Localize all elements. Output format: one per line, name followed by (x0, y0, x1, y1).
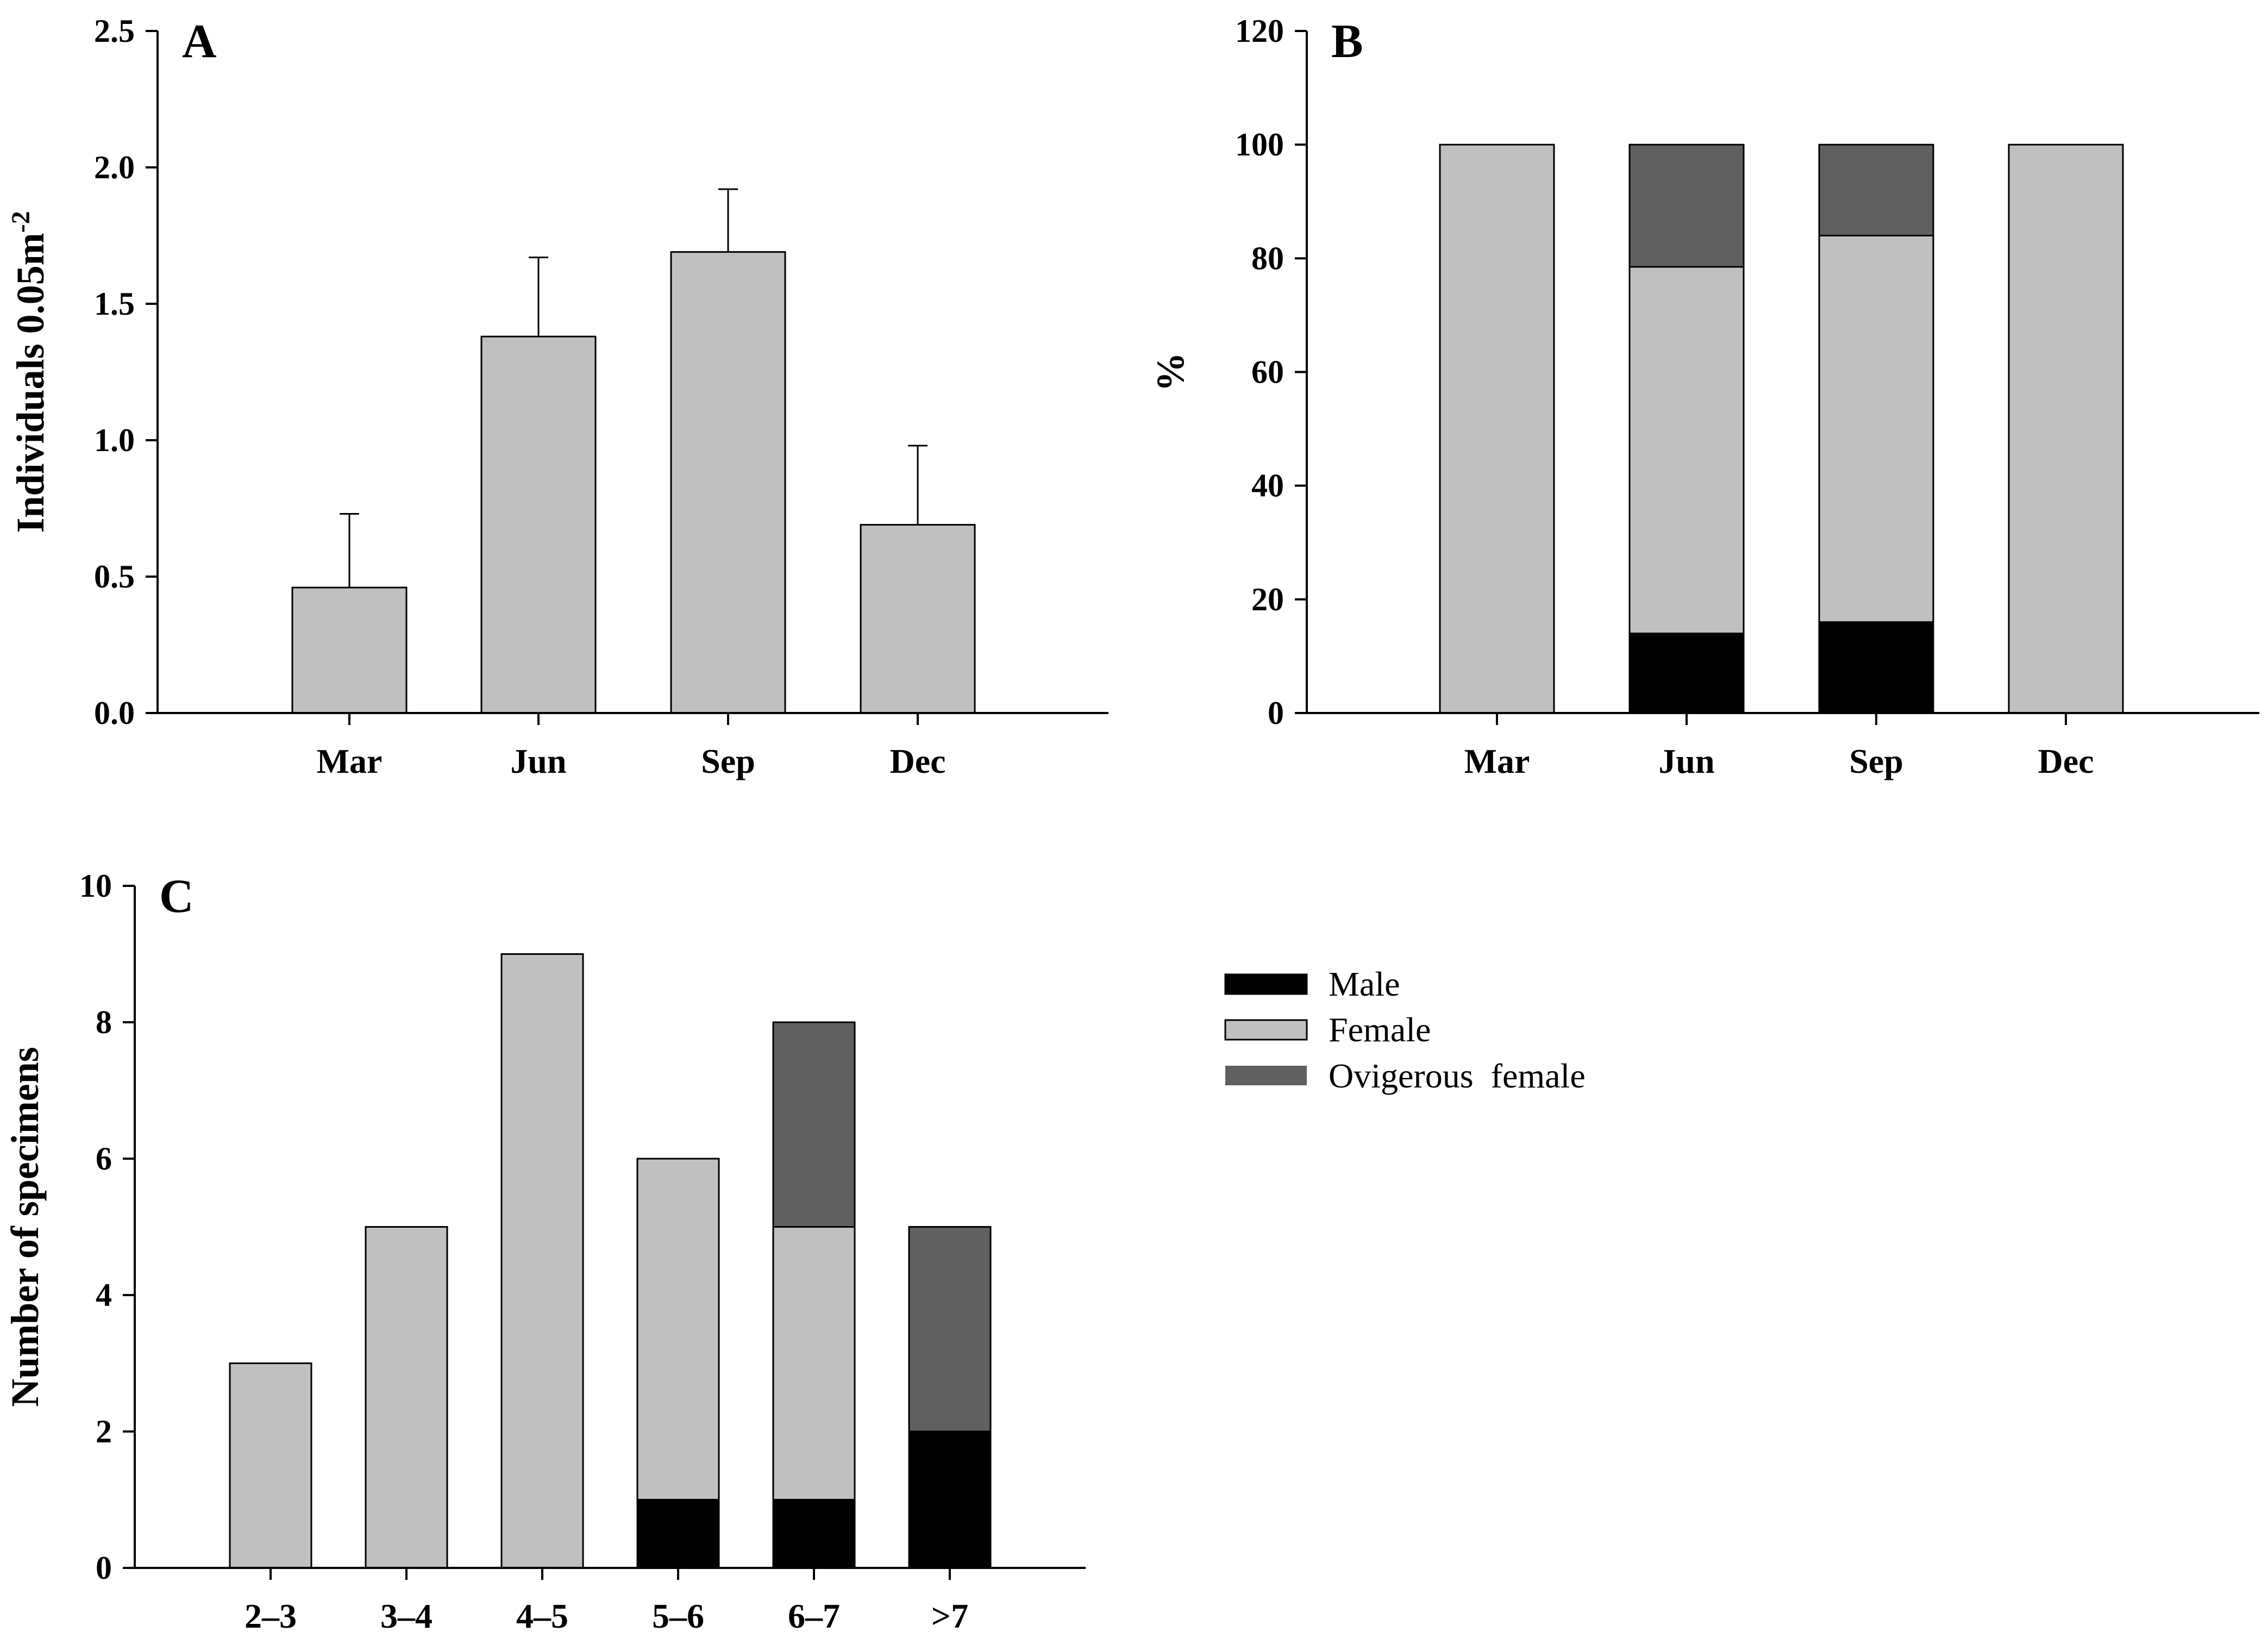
legend-swatch-female (1224, 1019, 1308, 1041)
error-bar-a-dec (908, 445, 928, 525)
y-tick-label-b-60: 60 (1251, 354, 1284, 390)
y-tick-label-c-4: 4 (96, 1277, 112, 1313)
bar-c-6-7-male (772, 1499, 856, 1569)
y-tick-label-a-1-5: 1.5 (94, 286, 135, 322)
y-tick-label-a-2-0: 2.0 (94, 149, 135, 185)
y-tick-label-b-100: 100 (1235, 127, 1284, 162)
legend-label-ovigerous-female: Ovigerous female (1329, 1056, 1586, 1095)
y-tick-label-a-0-5: 0.5 (94, 559, 135, 595)
panel-letter-c: C (159, 870, 194, 923)
y-tick-label-b-120: 120 (1235, 13, 1284, 49)
panel-letter-a: A (182, 15, 217, 68)
legend: Male Female Ovigerous female (1224, 965, 1586, 1095)
y-axis-title-c: Number of specimens (3, 1047, 47, 1407)
x-tick-label-c-5-6: 5–6 (652, 1597, 704, 1635)
panel-b: 0 20 40 60 80 100 120 Mar Jun Sep Dec% B (1149, 13, 2259, 780)
error-bar-a-mar (340, 513, 359, 588)
legend-swatch-ovigerous-female (1225, 1066, 1307, 1085)
bar-c-6-7-female (772, 1226, 856, 1501)
x-tick-label-a-sep: Sep (701, 742, 755, 780)
y-tick-label-a-0-0: 0.0 (94, 695, 135, 731)
y-tick-label-b-80: 80 (1251, 240, 1284, 276)
bar-c-5-6-female (636, 1158, 720, 1501)
error-bar-a-jun (529, 257, 548, 337)
x-tick-label-c-gt7: >7 (931, 1597, 968, 1635)
y-tick-label-c-2: 2 (96, 1414, 112, 1449)
y-axis-title-superscript-a: -2 (7, 211, 35, 233)
y-tick-label-a-2-5: 2.5 (94, 13, 135, 49)
x-tick-label-c-3-4: 3–4 (380, 1597, 433, 1635)
bar-b-sep-ovigerous-female (1818, 143, 1934, 236)
bar-c-3-4-female (365, 1226, 448, 1569)
bar-c-gt7-ovigerous-female (908, 1226, 992, 1433)
bar-c-5-6-male (636, 1499, 720, 1569)
x-tick-label-c-2-3: 2–3 (245, 1597, 297, 1635)
bar-b-sep-female (1818, 235, 1934, 623)
bar-b-jun-ovigerous-female (1628, 143, 1745, 268)
panel-letter-b: B (1331, 15, 1363, 68)
x-tick-label-a-mar: Mar (317, 742, 383, 780)
x-tick-label-b-sep: Sep (1849, 742, 1903, 780)
bar-c-2-3-female (229, 1362, 312, 1569)
x-tick-label-c-6-7: 6–7 (788, 1597, 840, 1635)
legend-label-female: Female (1329, 1010, 1431, 1049)
bar-c-4-5-female (500, 953, 584, 1569)
y-axis-title-a: Individuals 0.05m-2 (7, 211, 53, 533)
legend-label-male: Male (1329, 965, 1400, 1003)
bar-b-mar-female (1439, 143, 1555, 714)
y-axis-title-b: % (1149, 353, 1192, 392)
y-tick-label-a-1-0: 1.0 (94, 422, 135, 458)
panel-a: 0.0 0.5 1.0 1.5 2.0 2.5 Mar Jun Sep Dec Individual… (7, 13, 1108, 780)
x-tick-label-b-dec: Dec (2038, 742, 2094, 780)
y-tick-label-b-40: 40 (1251, 468, 1284, 504)
y-tick-label-c-0: 0 (96, 1550, 112, 1586)
bar-c-6-7-ovigerous-female (772, 1021, 856, 1228)
bar-a-dec (860, 524, 976, 714)
bar-b-dec-female (2008, 143, 2124, 714)
y-tick-label-c-6: 6 (96, 1141, 112, 1177)
bar-b-jun-female (1628, 266, 1745, 635)
bar-b-sep-male (1818, 621, 1934, 714)
error-bar-a-sep (718, 188, 738, 252)
x-tick-label-a-jun: Jun (510, 742, 566, 780)
bar-b-jun-male (1628, 633, 1745, 714)
bar-a-mar (291, 586, 408, 714)
y-tick-label-b-20: 20 (1251, 582, 1284, 617)
y-tick-label-c-10: 10 (79, 868, 112, 904)
x-tick-label-a-dec: Dec (889, 742, 945, 780)
bar-c-gt7-male (908, 1430, 992, 1569)
panel-c: 0 2 4 6 8 10 2–3 3–4 4–5 5–6 6–7 >7 Number of specim… (3, 868, 1086, 1635)
bar-a-jun (480, 335, 597, 714)
x-tick-label-c-4-5: 4–5 (516, 1597, 568, 1635)
x-tick-label-b-jun: Jun (1658, 742, 1714, 780)
y-tick-label-b-0: 0 (1268, 695, 1284, 731)
y-tick-label-c-8: 8 (96, 1004, 112, 1040)
bar-a-sep (670, 251, 786, 714)
legend-swatch-male (1224, 973, 1308, 995)
x-tick-label-b-mar: Mar (1464, 742, 1530, 780)
